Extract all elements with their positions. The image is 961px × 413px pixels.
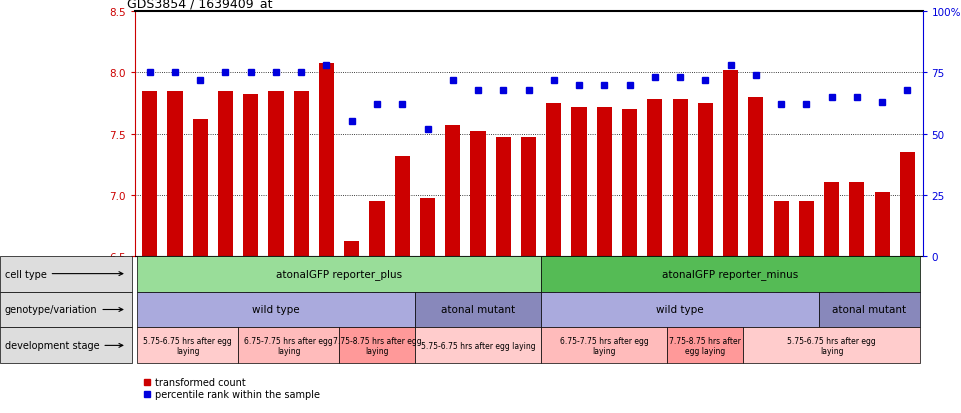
Bar — [445, 126, 460, 256]
Text: 6.75-7.75 hrs after egg
laying: 6.75-7.75 hrs after egg laying — [244, 336, 333, 355]
Bar — [622, 110, 637, 256]
Bar — [799, 201, 814, 256]
Bar — [541, 292, 819, 328]
Bar — [698, 104, 713, 256]
Text: cell type: cell type — [5, 269, 123, 279]
Bar — [294, 92, 308, 256]
Text: 6.75-7.75 hrs after egg
laying: 6.75-7.75 hrs after egg laying — [560, 336, 649, 355]
Bar — [743, 328, 920, 363]
Bar — [471, 132, 485, 256]
Bar — [0, 292, 132, 328]
Bar — [137, 292, 415, 328]
Bar — [415, 292, 541, 328]
Bar — [673, 100, 688, 256]
Bar — [875, 193, 890, 256]
Legend: transformed count, percentile rank within the sample: transformed count, percentile rank withi… — [139, 373, 324, 403]
Bar — [344, 242, 359, 256]
Bar — [668, 328, 743, 363]
Bar — [218, 92, 234, 256]
Bar — [819, 292, 920, 328]
Bar — [723, 71, 738, 256]
Bar — [0, 328, 132, 363]
Text: development stage: development stage — [5, 341, 123, 351]
Text: 5.75-6.75 hrs after egg laying: 5.75-6.75 hrs after egg laying — [421, 341, 535, 350]
Text: 7.75-8.75 hrs after egg
laying: 7.75-8.75 hrs after egg laying — [333, 336, 421, 355]
Text: wild type: wild type — [656, 305, 703, 315]
Bar — [597, 107, 612, 256]
Text: atonalGFP reporter_minus: atonalGFP reporter_minus — [662, 268, 799, 280]
Bar — [420, 199, 435, 256]
Bar — [774, 201, 789, 256]
Bar — [339, 328, 415, 363]
Bar — [319, 64, 334, 256]
Bar — [243, 95, 259, 256]
Bar — [850, 183, 865, 256]
Bar — [648, 100, 662, 256]
Bar — [521, 138, 536, 256]
Bar — [824, 183, 839, 256]
Bar — [268, 92, 283, 256]
Bar — [142, 92, 158, 256]
Bar — [541, 256, 920, 292]
Text: wild type: wild type — [252, 305, 300, 315]
Bar — [415, 328, 541, 363]
Text: atonalGFP reporter_plus: atonalGFP reporter_plus — [276, 268, 403, 280]
Bar — [167, 92, 183, 256]
Bar — [137, 256, 541, 292]
Bar — [749, 98, 763, 256]
Text: 7.75-8.75 hrs after
egg laying: 7.75-8.75 hrs after egg laying — [670, 336, 741, 355]
Text: atonal mutant: atonal mutant — [832, 305, 906, 315]
Bar — [192, 120, 208, 256]
Bar — [238, 328, 339, 363]
Bar — [572, 107, 586, 256]
Text: genotype/variation: genotype/variation — [5, 305, 123, 315]
Text: atonal mutant: atonal mutant — [441, 305, 515, 315]
Bar — [899, 152, 915, 256]
Bar — [541, 328, 668, 363]
Text: 5.75-6.75 hrs after egg
laying: 5.75-6.75 hrs after egg laying — [787, 336, 876, 355]
Bar — [395, 156, 409, 256]
Text: 5.75-6.75 hrs after egg
laying: 5.75-6.75 hrs after egg laying — [143, 336, 232, 355]
Bar — [546, 104, 561, 256]
Bar — [369, 201, 384, 256]
Bar — [496, 138, 511, 256]
Text: GDS3854 / 1639409_at: GDS3854 / 1639409_at — [127, 0, 272, 10]
Bar — [137, 328, 238, 363]
Bar — [0, 256, 132, 292]
